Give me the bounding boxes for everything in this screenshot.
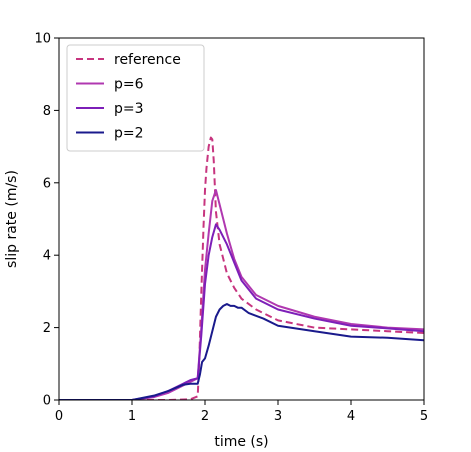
y-tick-label: 2: [43, 321, 51, 336]
y-tick-label: 8: [43, 104, 51, 119]
plot-frame: [58, 37, 425, 401]
y-tick-label: 6: [43, 176, 51, 191]
y-tick-label: 0: [43, 394, 51, 409]
x-tick-label: 5: [420, 409, 428, 424]
y-tick-label: 10: [34, 32, 51, 47]
series-layer: [59, 136, 424, 400]
y-tick-label: 4: [43, 249, 51, 264]
legend-label-reference: reference: [114, 52, 181, 68]
axes-layer: 0 1 2 3 4 5 0 2 4 6 8 10: [34, 32, 428, 425]
series-line-p-2: [59, 303, 424, 400]
x-tick-label: 2: [201, 409, 209, 424]
x-axis-label: time (s): [214, 434, 268, 450]
x-tick-label: 0: [55, 409, 63, 424]
legend-label-p-6: p=6: [114, 77, 144, 93]
legend: reference p=6 p=3 p=2: [66, 44, 205, 152]
legend-label-p-3: p=3: [114, 101, 144, 117]
legend-box: [66, 44, 205, 152]
x-tick-label: 3: [274, 409, 282, 424]
x-tick-label: 4: [347, 409, 355, 424]
x-tick-label: 1: [128, 409, 136, 424]
y-axis-label: slip rate (m/s): [4, 170, 20, 268]
legend-label-p-2: p=2: [114, 126, 144, 142]
